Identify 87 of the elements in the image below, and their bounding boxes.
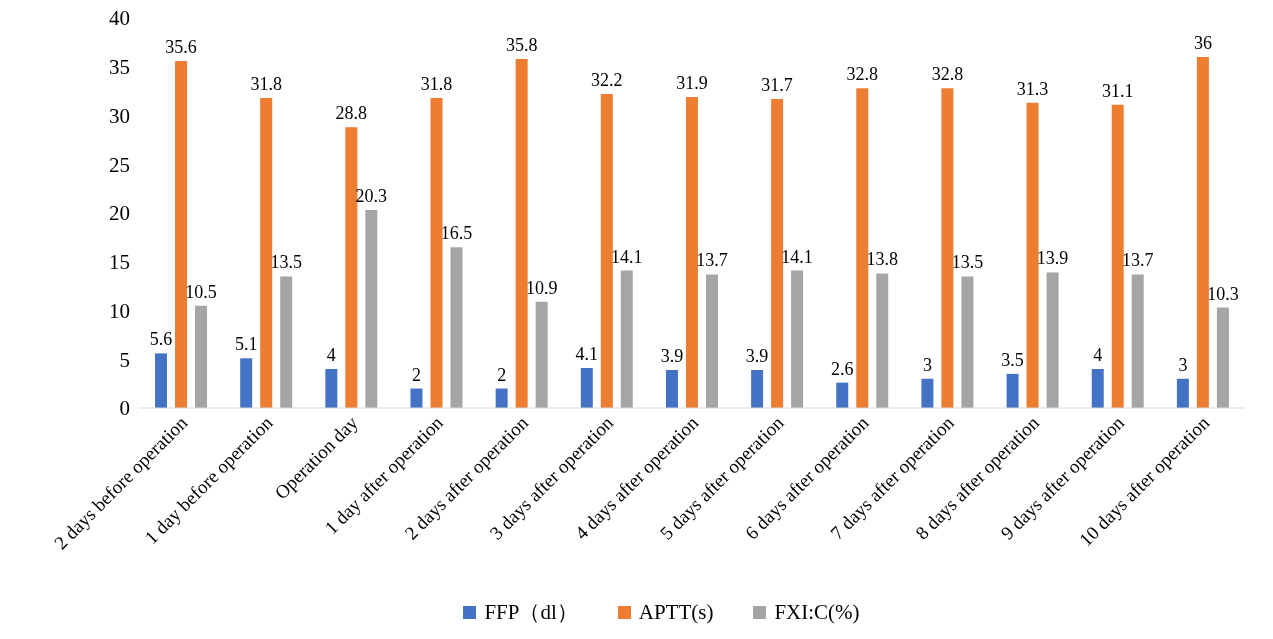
data-label: 31.7 — [761, 74, 793, 95]
bar — [876, 273, 889, 408]
data-label: 16.5 — [440, 223, 473, 244]
bar — [665, 369, 678, 408]
data-label: 31.1 — [1101, 80, 1134, 101]
data-label: 31.3 — [1016, 78, 1049, 99]
bar — [921, 378, 934, 408]
bar — [325, 369, 338, 408]
bar — [1131, 274, 1144, 408]
y-tick-label: 0 — [119, 396, 130, 421]
data-label: 4.1 — [575, 344, 599, 365]
bar — [430, 97, 443, 408]
data-label: 35.8 — [505, 34, 538, 55]
bar — [155, 353, 168, 408]
bar — [535, 301, 548, 408]
bar — [1046, 272, 1059, 408]
bar — [450, 247, 463, 408]
bar — [751, 369, 764, 408]
data-label: 10.5 — [185, 281, 217, 302]
data-label: 3.9 — [745, 345, 769, 366]
data-label: 14.1 — [781, 246, 813, 267]
legend-label: FFP（dl） — [484, 599, 578, 626]
data-label: 31.8 — [420, 73, 453, 94]
bar — [705, 274, 718, 408]
bar — [1006, 373, 1019, 408]
data-label: 13.5 — [951, 252, 984, 273]
bar — [600, 94, 613, 408]
bar — [515, 58, 528, 408]
data-label: 10.3 — [1207, 283, 1239, 304]
bar — [580, 368, 593, 408]
data-label: 4 — [1093, 345, 1103, 365]
bar — [280, 276, 293, 408]
y-tick-label: 30 — [109, 103, 130, 128]
bar — [1026, 102, 1039, 408]
data-label: 4 — [326, 345, 336, 365]
data-label: 5.1 — [234, 334, 258, 355]
data-label: 13.9 — [1036, 248, 1069, 269]
bar — [961, 276, 974, 408]
data-label: 13.8 — [866, 249, 899, 270]
legend-label: FXI:C(%) — [774, 599, 860, 625]
bar — [685, 96, 698, 408]
bar — [1091, 369, 1104, 408]
data-label: 32.8 — [846, 64, 879, 85]
data-label: 28.8 — [335, 103, 368, 124]
bar — [771, 98, 784, 408]
y-tick-label: 35 — [109, 55, 130, 80]
data-label: 32.2 — [591, 70, 623, 91]
y-tick-label: 5 — [119, 347, 130, 372]
data-label: 13.7 — [696, 250, 728, 271]
bar — [345, 127, 358, 408]
data-label: 5.6 — [149, 329, 173, 350]
legend-label: APTT(s) — [638, 599, 714, 625]
bar — [1111, 104, 1124, 408]
bar — [1176, 378, 1189, 408]
y-tick-label: 10 — [109, 298, 130, 323]
bar — [195, 305, 208, 408]
data-label: 2.6 — [831, 358, 854, 379]
bar — [856, 88, 869, 408]
data-label: 36 — [1193, 33, 1212, 53]
data-label: 2 — [497, 364, 507, 385]
bar — [260, 97, 273, 408]
bar — [1216, 307, 1229, 408]
data-label: 3.9 — [660, 345, 684, 366]
data-label: 3 — [1178, 354, 1188, 375]
bar — [410, 388, 423, 408]
data-label: 35.6 — [165, 36, 197, 57]
data-label: 32.8 — [931, 64, 964, 85]
y-tick-label: 20 — [109, 201, 130, 226]
data-label: 2 — [411, 364, 421, 385]
bar — [941, 88, 954, 408]
bar — [365, 210, 378, 408]
bar — [620, 270, 633, 408]
data-label: 3 — [922, 354, 932, 375]
data-label: 31.8 — [250, 73, 282, 94]
bar — [836, 382, 849, 408]
data-label: 31.9 — [676, 72, 708, 93]
bar — [791, 270, 804, 408]
bar — [1196, 57, 1209, 408]
bar — [240, 358, 253, 408]
bar — [495, 388, 508, 408]
y-tick-label: 40 — [109, 6, 130, 31]
y-tick-label: 15 — [109, 250, 130, 275]
data-label: 13.5 — [270, 252, 302, 273]
bar — [175, 60, 188, 408]
data-label: 3.5 — [1001, 349, 1024, 370]
data-label: 10.9 — [525, 277, 558, 298]
y-tick-label: 25 — [109, 152, 130, 177]
